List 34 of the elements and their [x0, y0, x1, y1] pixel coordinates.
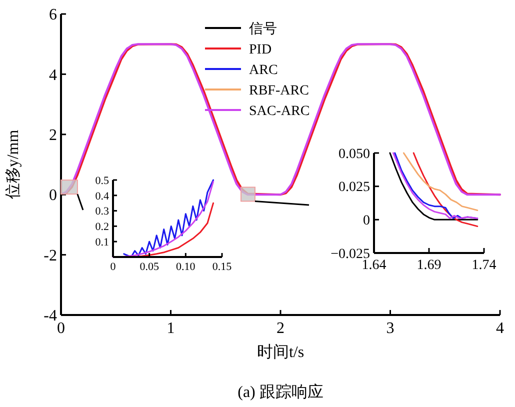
y-tick-label: 0.2 [95, 221, 109, 234]
y-tick-label: 0.025 [338, 180, 370, 196]
x-tick-label: 1.74 [472, 258, 496, 273]
x-axis-title: 时间t/s [256, 343, 304, 361]
y-tick-label: 0 [49, 187, 57, 204]
legend-label: SAC-ARC [249, 104, 310, 119]
x-tick-label: 1.69 [416, 258, 442, 273]
legend-label: 信号 [249, 21, 277, 37]
x-tick-label: 1.64 [362, 258, 386, 273]
legend-label: PID [249, 42, 272, 58]
line-series [412, 152, 478, 228]
x-tick-label: 2 [276, 320, 284, 337]
x-tick-label: 0.05 [140, 261, 160, 273]
y-tick-label: -4 [44, 308, 57, 325]
y-tick-label: 2 [49, 127, 57, 144]
y-tick-label: 4 [49, 66, 57, 84]
y-tick-label: 0.3 [95, 206, 110, 218]
y-tick-label: 0.050 [338, 146, 370, 162]
x-tick-label: 3 [386, 320, 394, 337]
line-series [402, 152, 478, 212]
x-tick-label: 4 [496, 320, 504, 337]
y-tick-label: 6 [49, 6, 57, 24]
legend-label: ARC [249, 63, 278, 78]
x-tick-label: 0.10 [176, 261, 196, 273]
y-tick-label: 0.4 [95, 190, 110, 202]
y-tick-label: 0.1 [95, 236, 109, 248]
x-tick-label: 1 [166, 320, 175, 337]
text: (a) 跟踪响应 [238, 383, 324, 401]
x-tick-label: 0.15 [212, 261, 232, 273]
y-tick-label: -2 [44, 247, 57, 264]
y-axis-title: 位移y/mm [5, 129, 22, 200]
y-tick-label: 0 [363, 214, 370, 229]
y-tick-label: 0.5 [95, 174, 110, 187]
legend-label: RBF-ARC [249, 84, 309, 98]
